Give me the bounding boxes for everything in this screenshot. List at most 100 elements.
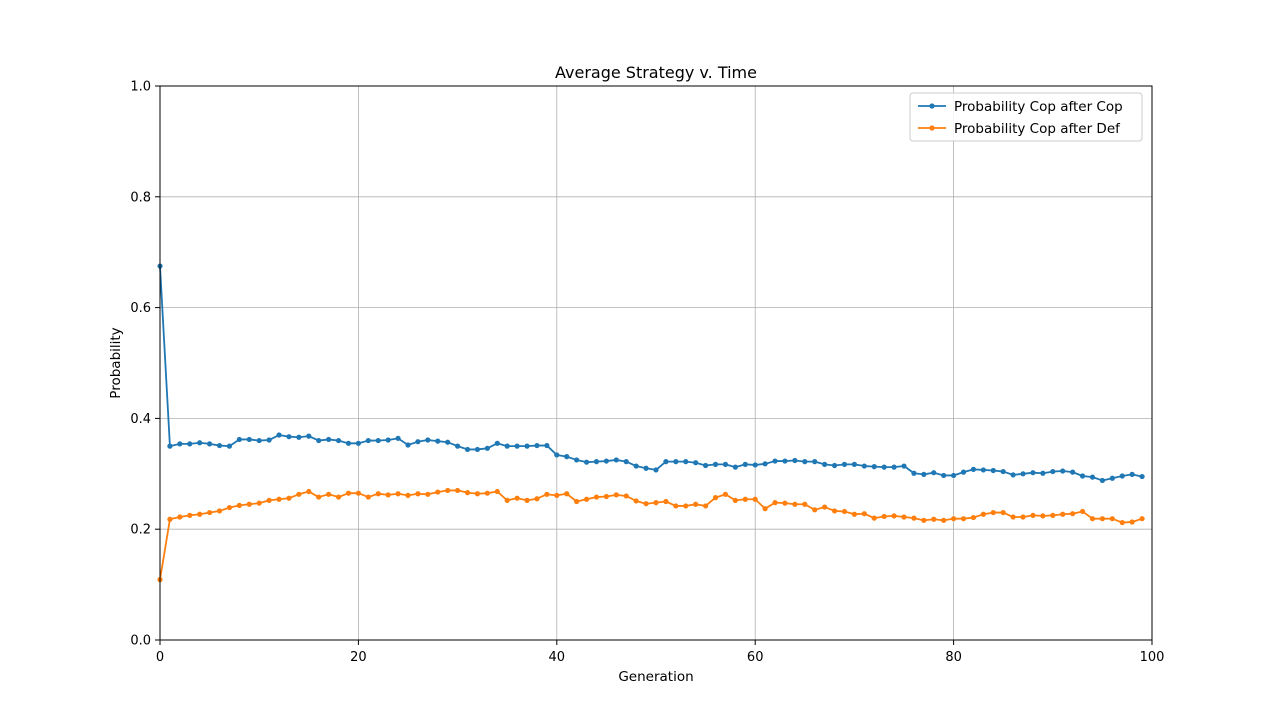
legend-swatch-marker <box>929 125 935 131</box>
data-point <box>534 442 540 449</box>
data-point <box>861 511 867 517</box>
data-point <box>405 442 411 448</box>
data-point <box>316 494 322 500</box>
data-point <box>266 437 272 443</box>
data-point <box>514 495 520 501</box>
data-point <box>554 492 560 499</box>
data-point <box>524 443 530 449</box>
data-point <box>464 446 471 453</box>
data-point <box>187 441 193 447</box>
data-point <box>752 462 758 468</box>
data-point <box>1129 471 1135 477</box>
data-point <box>375 437 381 444</box>
chart-title: Average Strategy v. Time <box>555 63 757 82</box>
data-point <box>435 438 441 444</box>
data-point <box>1000 509 1006 516</box>
data-point <box>197 511 203 517</box>
data-point <box>375 491 381 497</box>
data-point <box>564 491 570 497</box>
data-point <box>335 437 342 444</box>
data-point <box>216 508 223 514</box>
data-point <box>514 443 520 449</box>
data-point <box>1020 471 1026 477</box>
data-point <box>693 501 699 507</box>
data-point <box>762 461 768 467</box>
y-tick-label: 0.4 <box>130 412 151 427</box>
data-point <box>564 454 570 460</box>
data-point <box>226 443 233 449</box>
series-layer <box>157 263 1145 583</box>
data-point <box>445 439 451 445</box>
data-point <box>395 435 401 441</box>
data-point <box>197 440 203 446</box>
data-point <box>1020 514 1026 520</box>
data-point <box>643 501 649 507</box>
data-point <box>1099 477 1105 484</box>
data-point <box>623 459 629 465</box>
data-point <box>603 458 610 464</box>
data-point <box>782 500 788 506</box>
data-point <box>1060 468 1066 474</box>
data-point <box>980 511 986 517</box>
data-point <box>385 492 391 498</box>
data-point <box>554 452 560 458</box>
data-point <box>772 500 778 506</box>
x-axis-label: Generation <box>618 669 693 685</box>
data-point <box>931 470 937 476</box>
data-point <box>365 494 371 500</box>
data-point <box>603 493 610 500</box>
data-point <box>980 467 986 473</box>
data-point <box>1050 468 1056 475</box>
data-point <box>494 440 500 446</box>
data-point <box>296 434 302 440</box>
ticks: 0 20 40 60 80 100 0.0 0.2 0.4 0.6 0.8 1.0 <box>130 80 1164 666</box>
data-point <box>226 504 233 511</box>
data-point <box>306 433 312 439</box>
data-point <box>990 467 996 474</box>
data-point <box>871 464 877 470</box>
data-point <box>722 491 729 497</box>
data-point <box>544 491 550 497</box>
data-point <box>415 491 421 497</box>
data-point <box>693 460 699 466</box>
data-point <box>1089 474 1096 480</box>
data-point <box>901 463 907 469</box>
data-point <box>167 516 173 522</box>
data-point <box>425 437 431 443</box>
data-point <box>1109 475 1115 481</box>
data-point <box>1030 512 1036 518</box>
data-point <box>1099 516 1105 522</box>
data-point <box>812 507 818 513</box>
data-point <box>1119 519 1125 526</box>
data-point <box>207 441 213 447</box>
data-point <box>703 462 709 469</box>
data-point <box>683 503 689 509</box>
x-tick-label: 0 <box>156 650 164 665</box>
data-point <box>445 487 451 494</box>
data-point <box>593 494 600 500</box>
data-point <box>722 461 729 467</box>
data-point <box>266 497 272 503</box>
data-point <box>673 459 679 465</box>
data-point <box>395 491 401 497</box>
data-point <box>802 459 808 465</box>
data-point <box>623 493 629 499</box>
legend-box <box>909 92 1143 142</box>
data-point <box>812 459 818 465</box>
series-1 <box>157 263 1145 484</box>
data-point <box>256 500 262 506</box>
data-point <box>1129 519 1135 525</box>
data-point <box>1040 470 1046 476</box>
data-point <box>861 463 867 469</box>
legend-item: Probability Cop after Def <box>918 121 1121 137</box>
data-point <box>286 495 292 501</box>
data-point <box>673 503 679 509</box>
legend-label: Probability Cop after Def <box>954 121 1121 137</box>
data-point <box>931 516 937 522</box>
data-point <box>881 513 887 520</box>
data-point <box>663 498 669 505</box>
data-point <box>970 466 977 472</box>
data-point <box>425 491 431 497</box>
data-point <box>494 488 500 495</box>
series-line <box>159 266 1143 482</box>
